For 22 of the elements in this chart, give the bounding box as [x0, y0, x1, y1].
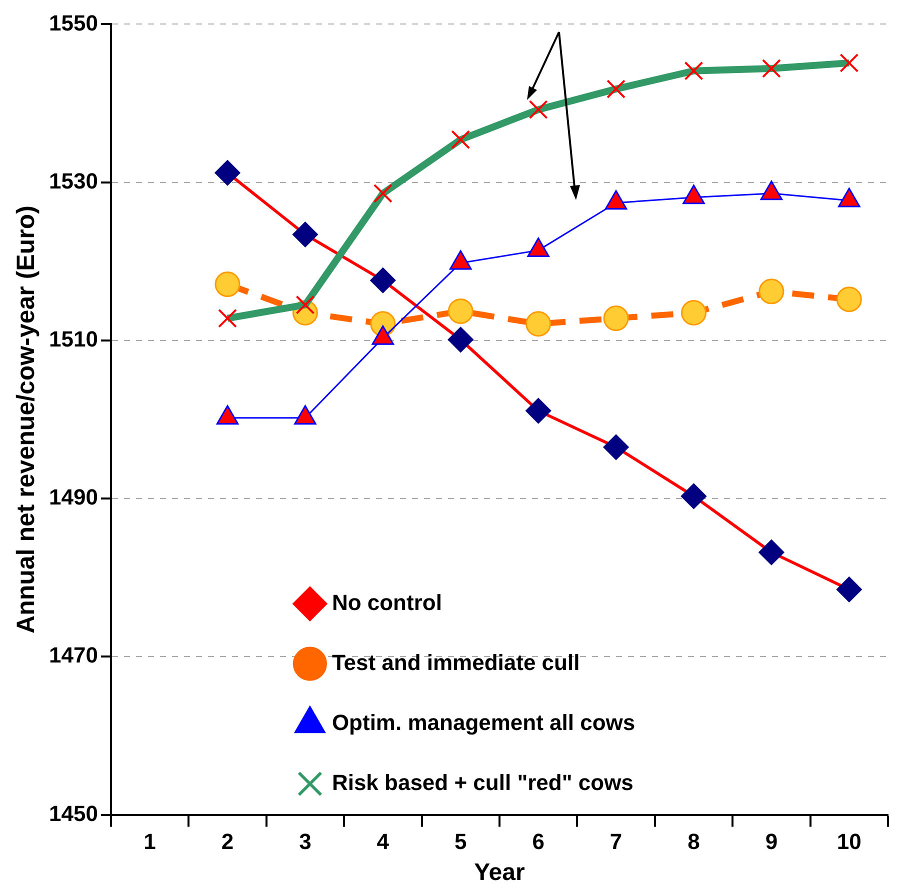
legend-label: No control [332, 590, 442, 615]
legend-label: Optim. management all cows [332, 710, 636, 735]
x-tick-label: 7 [610, 829, 622, 854]
x-tick-label: 10 [836, 829, 862, 854]
y-tick-label: 1550 [48, 10, 98, 36]
y-tick-label: 1530 [48, 168, 98, 194]
x-axis-title: Year [474, 859, 525, 886]
x-tick-label: 9 [765, 829, 778, 854]
x-tick-label: 5 [454, 829, 467, 854]
x-tick-label: 2 [221, 829, 234, 854]
x-tick-label: 6 [532, 829, 544, 854]
x-tick-label: 8 [688, 829, 700, 854]
x-tick-label: 4 [376, 829, 390, 854]
y-tick-label: 1490 [48, 484, 98, 510]
y-tick-label: 1450 [48, 800, 98, 826]
legend-label: Risk based + cull "red" cows [332, 770, 634, 795]
legend-label: Test and immediate cull [332, 650, 580, 675]
x-tick-label: 1 [144, 829, 156, 854]
y-axis-title: Annual net revenue/cow-year (Euro) [12, 206, 40, 634]
y-tick-label: 1510 [48, 326, 98, 352]
y-tick-label: 1470 [48, 642, 98, 668]
x-tick-label: 3 [299, 829, 312, 854]
